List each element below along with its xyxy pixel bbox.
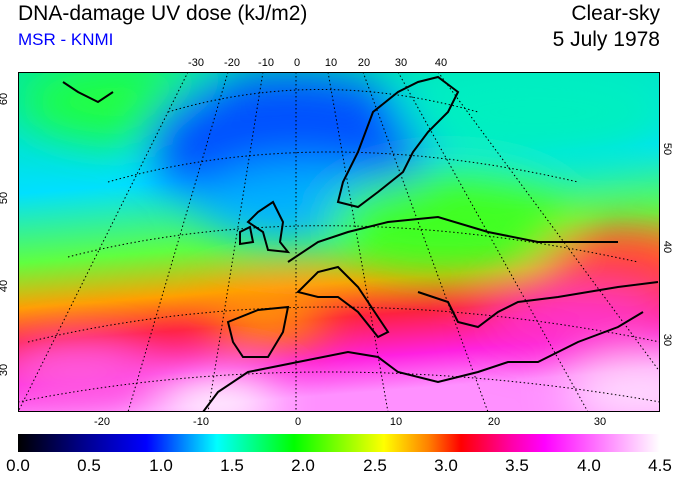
colorbar <box>18 434 660 452</box>
lon-tick: -20 <box>224 57 240 69</box>
colorbar-label: 3.0 <box>434 456 458 475</box>
lon-tick: -10 <box>258 57 274 69</box>
map-frame <box>18 72 660 412</box>
colorbar-label: 4.5 <box>648 456 672 475</box>
coastlines <box>62 75 659 412</box>
lon-tick: 20 <box>487 416 501 428</box>
lon-tick: -10 <box>193 416 209 428</box>
lat-tick: 30 <box>661 333 674 347</box>
lon-tick: 0 <box>293 57 301 69</box>
map-title: DNA-damage UV dose (kJ/m2) <box>18 2 308 25</box>
lon-tick: 20 <box>357 57 371 69</box>
lon-tick: 40 <box>434 57 448 69</box>
date-label: 5 July 1978 <box>552 28 660 51</box>
lat-tick: 50 <box>0 191 11 205</box>
sky-condition: Clear-sky <box>571 2 660 25</box>
lon-tick: 10 <box>389 416 403 428</box>
colorbar-label: 3.5 <box>505 456 529 475</box>
lat-tick: 50 <box>661 142 674 156</box>
lat-tick: 60 <box>0 92 11 106</box>
lat-tick: 40 <box>0 279 11 293</box>
source-label: MSR - KNMI <box>18 30 114 49</box>
graticule <box>18 72 660 412</box>
lon-tick: 10 <box>324 57 338 69</box>
lon-tick: 30 <box>593 416 607 428</box>
lat-tick: 30 <box>0 363 11 377</box>
colorbar-label: 0.0 <box>6 456 30 475</box>
lon-tick: -30 <box>188 57 204 69</box>
colorbar-label: 2.5 <box>363 456 387 475</box>
colorbar-label: 1.5 <box>220 456 244 475</box>
lon-tick: -20 <box>94 416 110 428</box>
colorbar-label: 1.0 <box>149 456 173 475</box>
lat-tick: 40 <box>661 240 674 254</box>
colorbar-label: 0.5 <box>77 456 101 475</box>
colorbar-label: 2.0 <box>291 456 315 475</box>
uv-dose-map <box>18 72 660 412</box>
lon-tick: 30 <box>394 57 408 69</box>
colorbar-label: 4.0 <box>577 456 601 475</box>
lon-tick: 0 <box>294 416 302 428</box>
